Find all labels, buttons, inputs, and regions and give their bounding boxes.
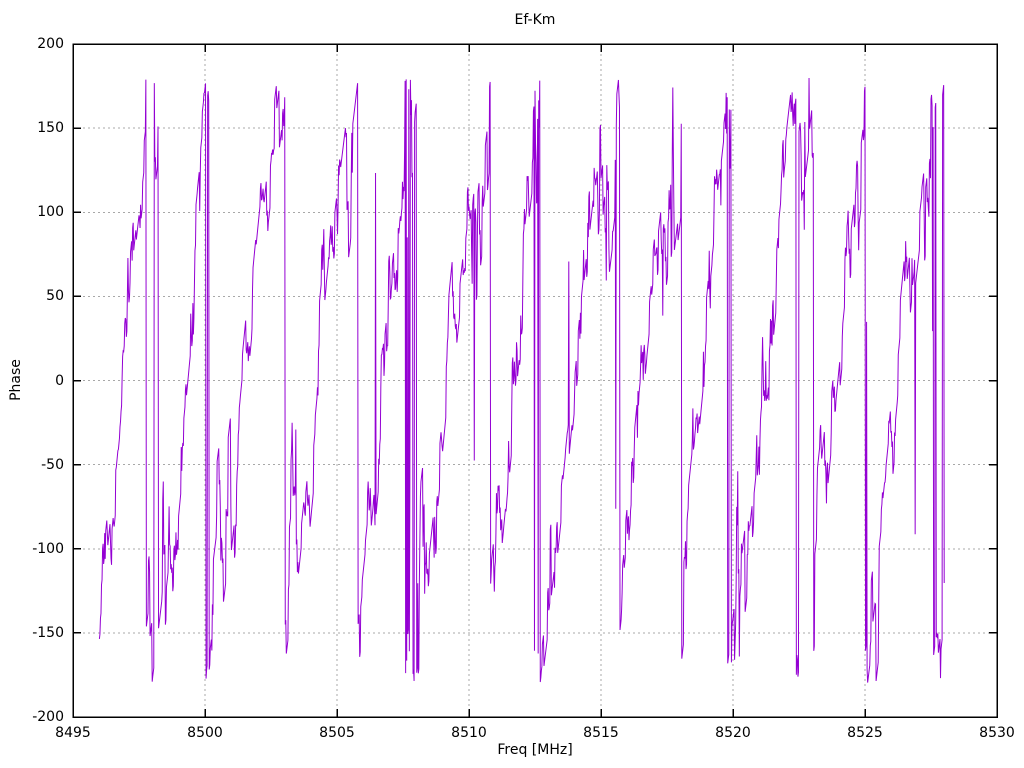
y-tick-label: 50 xyxy=(46,288,64,305)
y-tick-label: -200 xyxy=(32,709,64,725)
x-tick-label: 8510 xyxy=(451,725,487,741)
plot-border xyxy=(72,43,998,718)
x-tick-label: 8515 xyxy=(583,725,619,741)
x-tick-label: 8525 xyxy=(847,725,883,741)
y-tick-label: -50 xyxy=(41,456,64,473)
y-tick-label: -150 xyxy=(32,624,64,641)
chart-title: Ef-Km xyxy=(514,12,556,28)
x-tick-label: 8500 xyxy=(187,725,223,741)
y-tick-label: 100 xyxy=(37,204,64,221)
y-tick-label: 150 xyxy=(37,120,64,137)
x-tick-label: 8495 xyxy=(55,725,91,741)
y-tick-label: 200 xyxy=(37,36,64,52)
y-tick-label: -100 xyxy=(32,540,64,557)
x-tick-label: 8505 xyxy=(319,725,355,741)
x-tick-label: 8530 xyxy=(979,725,1015,741)
x-tick-label: 8520 xyxy=(715,725,751,741)
y-tick-label: 0 xyxy=(55,372,64,389)
x-axis-label: Freq [MHz] xyxy=(497,742,573,758)
phase-trace xyxy=(98,78,945,683)
